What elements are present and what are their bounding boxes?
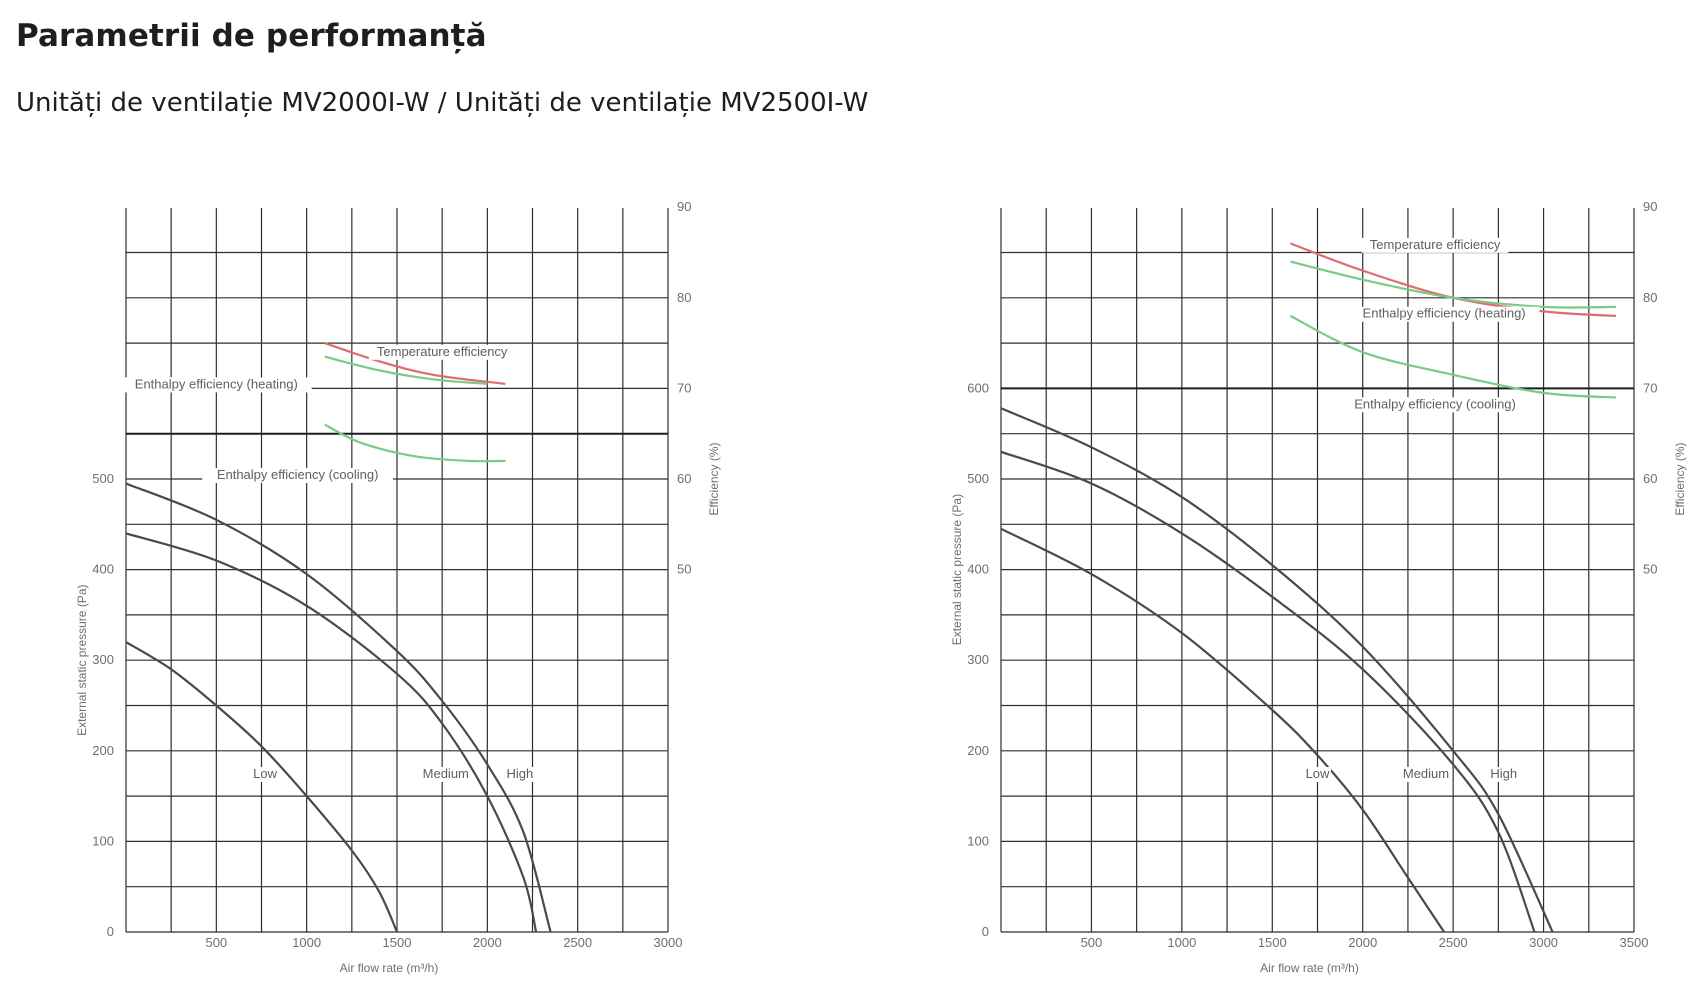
- y2-axis-label: Efficiency (%): [1673, 442, 1687, 515]
- x-axis-label: Air flow rate (m³/h): [340, 961, 439, 975]
- y2-tick-label: 80: [677, 290, 691, 305]
- annotation-background: [251, 766, 279, 782]
- annotation-background: [120, 377, 312, 393]
- fan-curve-low: [1000, 527, 1446, 933]
- y-axis-label: External static pressure (Pa): [950, 494, 964, 645]
- y2-tick-label: 90: [677, 199, 691, 214]
- x-tick-label: 3000: [1529, 935, 1558, 950]
- y-tick-label: 0: [107, 924, 114, 939]
- efficiency-curve: [324, 342, 506, 385]
- annotation-background: [1403, 766, 1449, 782]
- annotation-background: [1361, 237, 1509, 253]
- fan-curve-high: [1000, 407, 1554, 933]
- y-tick-label: 400: [92, 562, 114, 577]
- x-tick-label: 1000: [1167, 935, 1196, 950]
- x-tick-label: 2000: [1348, 935, 1377, 950]
- annotation-background: [202, 468, 393, 483]
- curve-annotation: High: [1490, 766, 1517, 781]
- x-tick-label: 1500: [383, 935, 412, 950]
- y2-tick-label: 90: [1643, 199, 1657, 214]
- y-tick-label: 500: [967, 471, 989, 486]
- y2-tick-label: 50: [1643, 562, 1657, 577]
- curve-annotation: Enthalpy efficiency (heating): [135, 376, 298, 391]
- annotation-background: [1487, 766, 1521, 782]
- annotation-background: [422, 766, 469, 782]
- annotation-background: [368, 344, 516, 360]
- chart-grid: [125, 208, 669, 933]
- curve-annotation: Enthalpy efficiency (cooling): [1354, 396, 1516, 411]
- x-tick-label: 1500: [1258, 935, 1287, 950]
- curve-annotation: Temperature efficiency: [377, 344, 508, 359]
- efficiency-curve: [1289, 314, 1616, 399]
- page-title: Parametrii de performanță: [16, 18, 487, 54]
- annotation-background: [1304, 766, 1331, 782]
- x-tick-label: 2500: [563, 935, 592, 950]
- curve-annotation: High: [506, 766, 533, 781]
- y-tick-label: 100: [92, 833, 114, 848]
- y-tick-label: 300: [92, 652, 114, 667]
- y2-tick-label: 60: [677, 471, 691, 486]
- y2-tick-label: 70: [1643, 380, 1657, 395]
- x-tick-label: 2000: [473, 935, 502, 950]
- y-tick-label: 200: [967, 743, 989, 758]
- y-tick-label: 300: [967, 652, 989, 667]
- curve-annotation: Medium: [1403, 766, 1449, 781]
- y-axis-label: External static pressure (Pa): [75, 585, 89, 736]
- annotation-background: [1339, 397, 1531, 413]
- y-tick-label: 600: [967, 380, 989, 395]
- curve-annotation: Enthalpy efficiency (heating): [1363, 306, 1526, 321]
- curve-annotation: Low: [253, 766, 277, 781]
- curve-annotation: Enthalpy efficiency (cooling): [217, 467, 379, 482]
- y2-tick-label: 80: [1643, 290, 1657, 305]
- y-tick-label: 100: [967, 833, 989, 848]
- x-tick-label: 2500: [1439, 935, 1468, 950]
- y2-axis-label: Efficiency (%): [707, 442, 721, 515]
- annotation-background: [1348, 306, 1540, 322]
- x-tick-label: 3000: [654, 935, 683, 950]
- efficiency-curve: [1290, 260, 1616, 309]
- fan-curve-high: [125, 482, 552, 933]
- y2-tick-label: 50: [677, 562, 691, 577]
- x-tick-label: 1000: [292, 935, 321, 950]
- page-subtitle: Unități de ventilație MV2000I-W / Unităț…: [16, 88, 869, 118]
- y2-tick-label: 60: [1643, 471, 1657, 486]
- fan-curve-low: [125, 641, 399, 933]
- fan-curve-medium: [1000, 450, 1536, 933]
- x-axis-label: Air flow rate (m³/h): [1260, 961, 1359, 975]
- y-tick-label: 200: [92, 743, 114, 758]
- x-tick-label: 500: [205, 935, 227, 950]
- y-tick-label: 500: [92, 471, 114, 486]
- efficiency-curve: [324, 423, 506, 463]
- y-tick-label: 0: [982, 924, 989, 939]
- curve-annotation: Medium: [423, 766, 469, 781]
- x-tick-label: 500: [1081, 935, 1103, 950]
- x-tick-label: 3500: [1620, 935, 1649, 950]
- y-tick-label: 400: [967, 562, 989, 577]
- fan-curve-medium: [125, 532, 538, 933]
- curve-annotation: Low: [1306, 766, 1330, 781]
- y2-tick-label: 70: [677, 380, 691, 395]
- curve-annotation: Temperature efficiency: [1370, 237, 1501, 252]
- annotation-background: [503, 766, 537, 782]
- efficiency-curve: [324, 355, 488, 385]
- chart-grid: [1000, 208, 1635, 933]
